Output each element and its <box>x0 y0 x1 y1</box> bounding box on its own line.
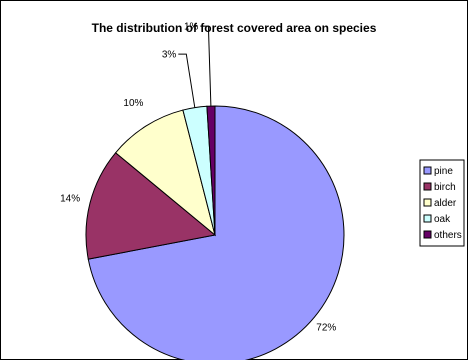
slice-label-others: 1% <box>184 22 199 33</box>
legend-label-oak: oak <box>434 214 451 225</box>
leader-line-others <box>200 25 212 107</box>
legend-label-others: others <box>434 230 462 241</box>
legend-swatch-pine <box>423 166 432 175</box>
slice-label-birch: 14% <box>60 193 80 204</box>
legend-label-pine: pine <box>434 166 453 177</box>
pie-slice-pine <box>87 105 345 360</box>
legend-label-alder: alder <box>434 198 457 209</box>
slice-labels: 72% 14% 10% 3% 1% <box>60 22 336 334</box>
legend-swatch-alder <box>423 198 432 207</box>
pie-slice-birch <box>85 152 217 260</box>
legend-swatch-birch <box>423 182 432 191</box>
slice-label-alder: 10% <box>123 98 143 109</box>
slice-label-pine: 72% <box>316 323 336 334</box>
leader-line-oak <box>178 53 196 108</box>
slice-label-oak: 3% <box>162 50 177 61</box>
pie-slice-alder <box>114 109 216 237</box>
chart-title: The distribution of forest covered area … <box>92 21 377 35</box>
legend-swatch-oak <box>423 214 432 223</box>
legend-swatch-others <box>423 230 432 239</box>
pie-slices <box>85 105 345 360</box>
legend-label-birch: birch <box>434 182 456 193</box>
legend: pine birch alder oak others <box>419 159 465 247</box>
